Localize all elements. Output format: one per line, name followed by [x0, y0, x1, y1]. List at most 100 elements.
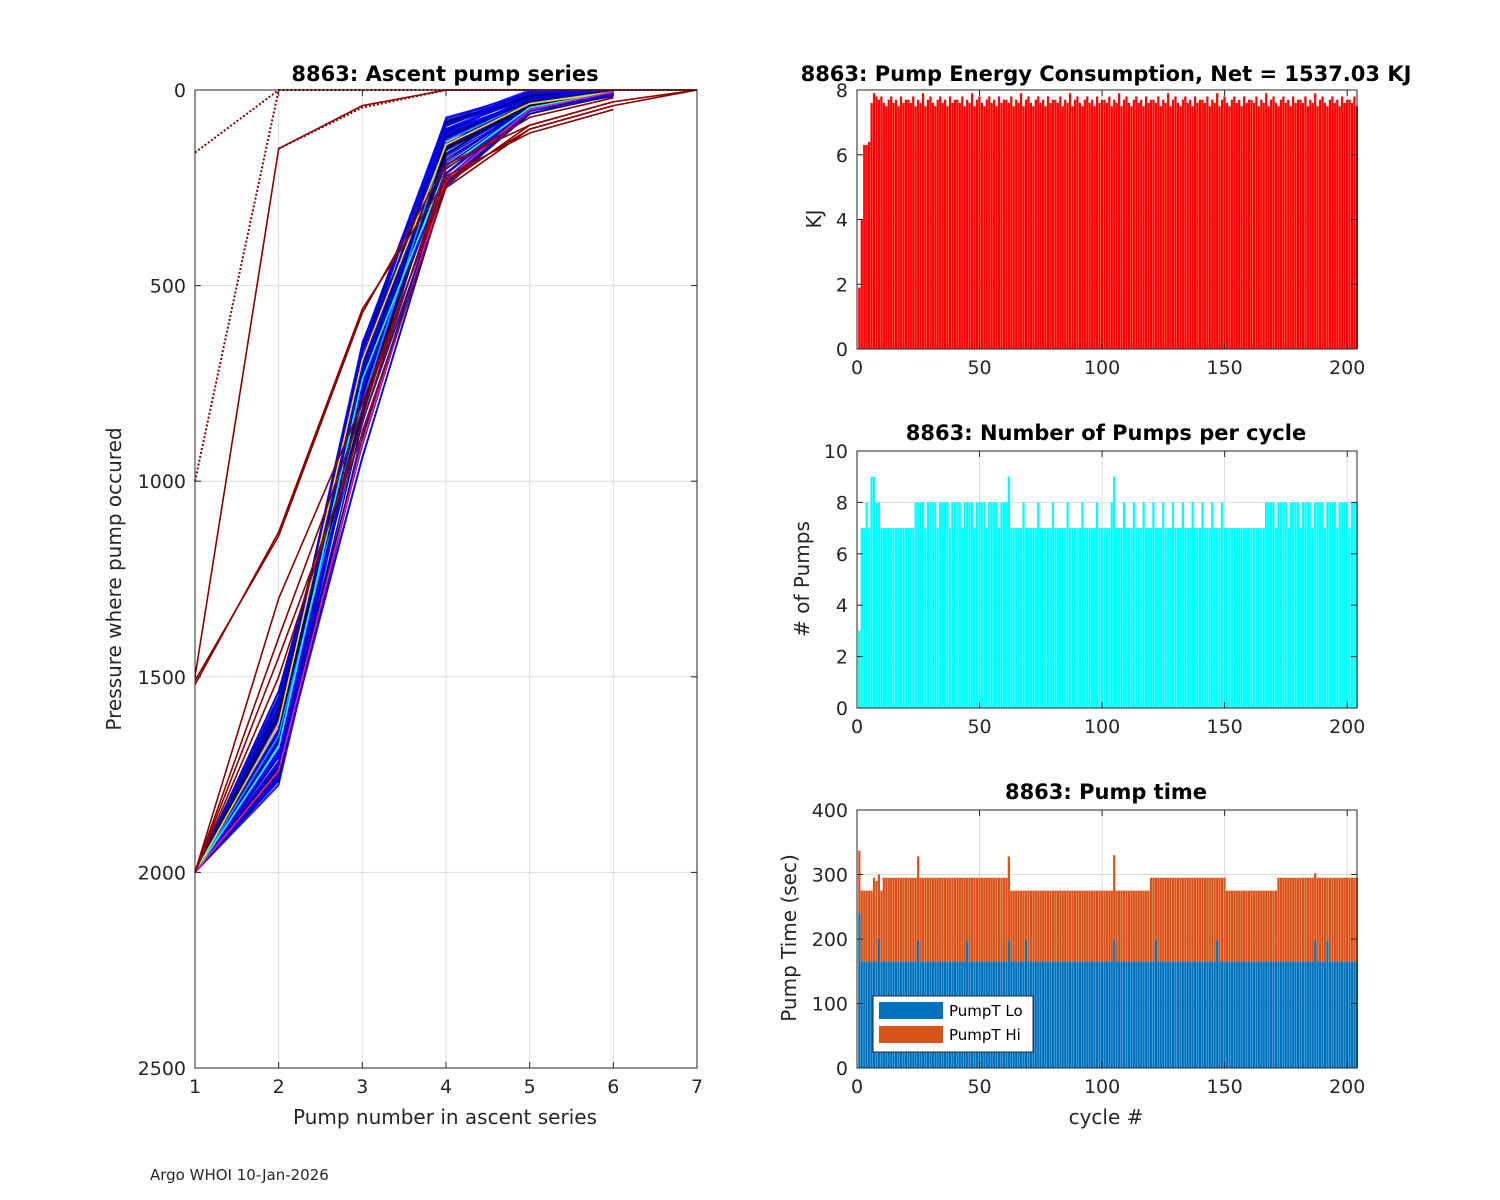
energy-bar	[882, 102, 885, 349]
pumps-bar	[941, 502, 944, 708]
pumps-bar	[904, 528, 907, 708]
pumptime-lo-bar	[1299, 961, 1302, 1068]
energy-bar	[1262, 102, 1265, 349]
pumps-bar	[1169, 528, 1172, 708]
pumps-bar	[1240, 528, 1243, 708]
pumptime-lo-bar	[1113, 940, 1116, 1068]
energy-bar	[1125, 96, 1128, 349]
pumptime-lo-bar	[1125, 961, 1128, 1068]
pumps-bar	[899, 528, 903, 708]
pumptime-hi-bar	[1240, 890, 1243, 962]
pumptime-lo-bar	[1235, 961, 1238, 1068]
energy-bar	[904, 99, 907, 350]
pumps-bar	[875, 502, 878, 708]
pumptime-hi-bar	[1049, 890, 1052, 962]
pumps-bar	[1019, 528, 1023, 708]
pumptime-lo-bar	[1127, 961, 1131, 1068]
pumptime-hi-bar	[1108, 890, 1111, 962]
pumps-bar	[1206, 528, 1209, 708]
pumps-bar	[1027, 528, 1030, 708]
pumptime-hi-bar	[1022, 890, 1025, 962]
energy-bar	[1113, 99, 1116, 350]
pumptime-lo-bar	[1240, 961, 1243, 1068]
energy-bar	[1042, 99, 1045, 350]
y-tick-label: 1500	[138, 667, 186, 689]
pumps-bar	[1284, 502, 1287, 708]
pumptime-hi-bar	[990, 877, 993, 962]
energy-bar	[1299, 99, 1302, 350]
pumptime-lo-bar	[1255, 961, 1258, 1068]
energy-bar	[1350, 102, 1354, 349]
energy-bar	[944, 99, 947, 350]
energy-bar	[1164, 102, 1167, 349]
pumps-bar	[1140, 528, 1143, 708]
pumptime-lo-bar	[863, 961, 866, 1068]
pumptime-hi-bar	[1015, 890, 1018, 962]
pumps-bar	[1149, 528, 1153, 708]
energy-bar	[1235, 102, 1238, 349]
energy-bar	[985, 99, 988, 350]
y-tick-label: 0	[836, 698, 848, 720]
energy-bar	[956, 99, 959, 350]
pumptime-hi-bar	[1046, 890, 1050, 962]
energy-bar	[1010, 96, 1013, 349]
pumps-bar	[968, 502, 971, 708]
energy-bar	[1037, 96, 1040, 349]
pumptime-lo-bar	[1064, 961, 1067, 1068]
pumptime-lo-bar	[1311, 961, 1314, 1068]
pumps-bar	[1279, 502, 1282, 708]
pumps-bar	[1137, 528, 1140, 708]
energy-bar	[1306, 106, 1309, 349]
pumptime-lo-bar	[1203, 961, 1207, 1068]
pumps-bar	[1282, 502, 1285, 708]
energy-bar	[1024, 99, 1028, 350]
energy-bar	[1323, 102, 1327, 349]
energy-bar	[1287, 99, 1290, 350]
pumptime-lo-bar	[1076, 961, 1079, 1068]
energy-bar	[1103, 99, 1106, 350]
x-tick-label: 100	[1084, 357, 1120, 379]
pumptime-hi-bar	[1029, 890, 1032, 962]
x-tick-label: 1	[189, 1076, 201, 1098]
x-tick-label: 0	[851, 357, 863, 379]
energy-bar	[1135, 96, 1138, 349]
pumptime-hi-bar	[1184, 877, 1187, 962]
axes-box	[856, 809, 1358, 1069]
pumps-bar	[1252, 528, 1256, 708]
pumptime-hi-bar	[1247, 890, 1251, 962]
pumptime-hi-bar	[968, 877, 971, 962]
x-tick-label: 100	[1084, 716, 1120, 738]
energy-bar	[1054, 99, 1057, 350]
pumps-bar	[1108, 528, 1111, 708]
pumptime-lo-bar	[1216, 940, 1219, 1068]
pumptime-hi-bar	[909, 877, 912, 962]
pumptime-lo-bar	[868, 961, 871, 1068]
energy-bar	[1301, 102, 1305, 349]
pumptime-lo-bar	[1044, 961, 1047, 1068]
pumptime-hi-bar	[1086, 890, 1089, 962]
pumptime-lo-bar	[1262, 961, 1265, 1068]
energy-bar	[1130, 106, 1133, 349]
pumptime-hi-bar	[1223, 877, 1226, 962]
pumps-bar	[988, 502, 991, 708]
pumps-bar	[1230, 528, 1233, 708]
energy-bar	[1198, 99, 1202, 350]
pumptime-hi-bar	[885, 877, 888, 962]
energy-bar	[1294, 102, 1297, 349]
x-tick-label: 2	[273, 1076, 285, 1098]
pumps-bar	[1233, 528, 1236, 708]
pumps-bar	[951, 502, 954, 708]
pumptime-hi-bar	[902, 877, 905, 962]
pumptime-hi-bar	[1064, 890, 1067, 962]
energy-bar	[1250, 99, 1253, 350]
pumptime-hi-bar	[1296, 877, 1300, 962]
energy-bar	[1189, 99, 1192, 350]
pumptime-hi-bar	[1061, 890, 1064, 962]
pumptime-hi-bar	[1113, 855, 1116, 941]
pumptime-hi-bar	[1024, 890, 1028, 941]
pumps-bar	[1132, 502, 1135, 708]
pumps-bar	[921, 502, 925, 708]
energy-bar	[1220, 99, 1224, 350]
axes-box	[856, 89, 1358, 350]
pumps-bar	[1098, 528, 1101, 708]
